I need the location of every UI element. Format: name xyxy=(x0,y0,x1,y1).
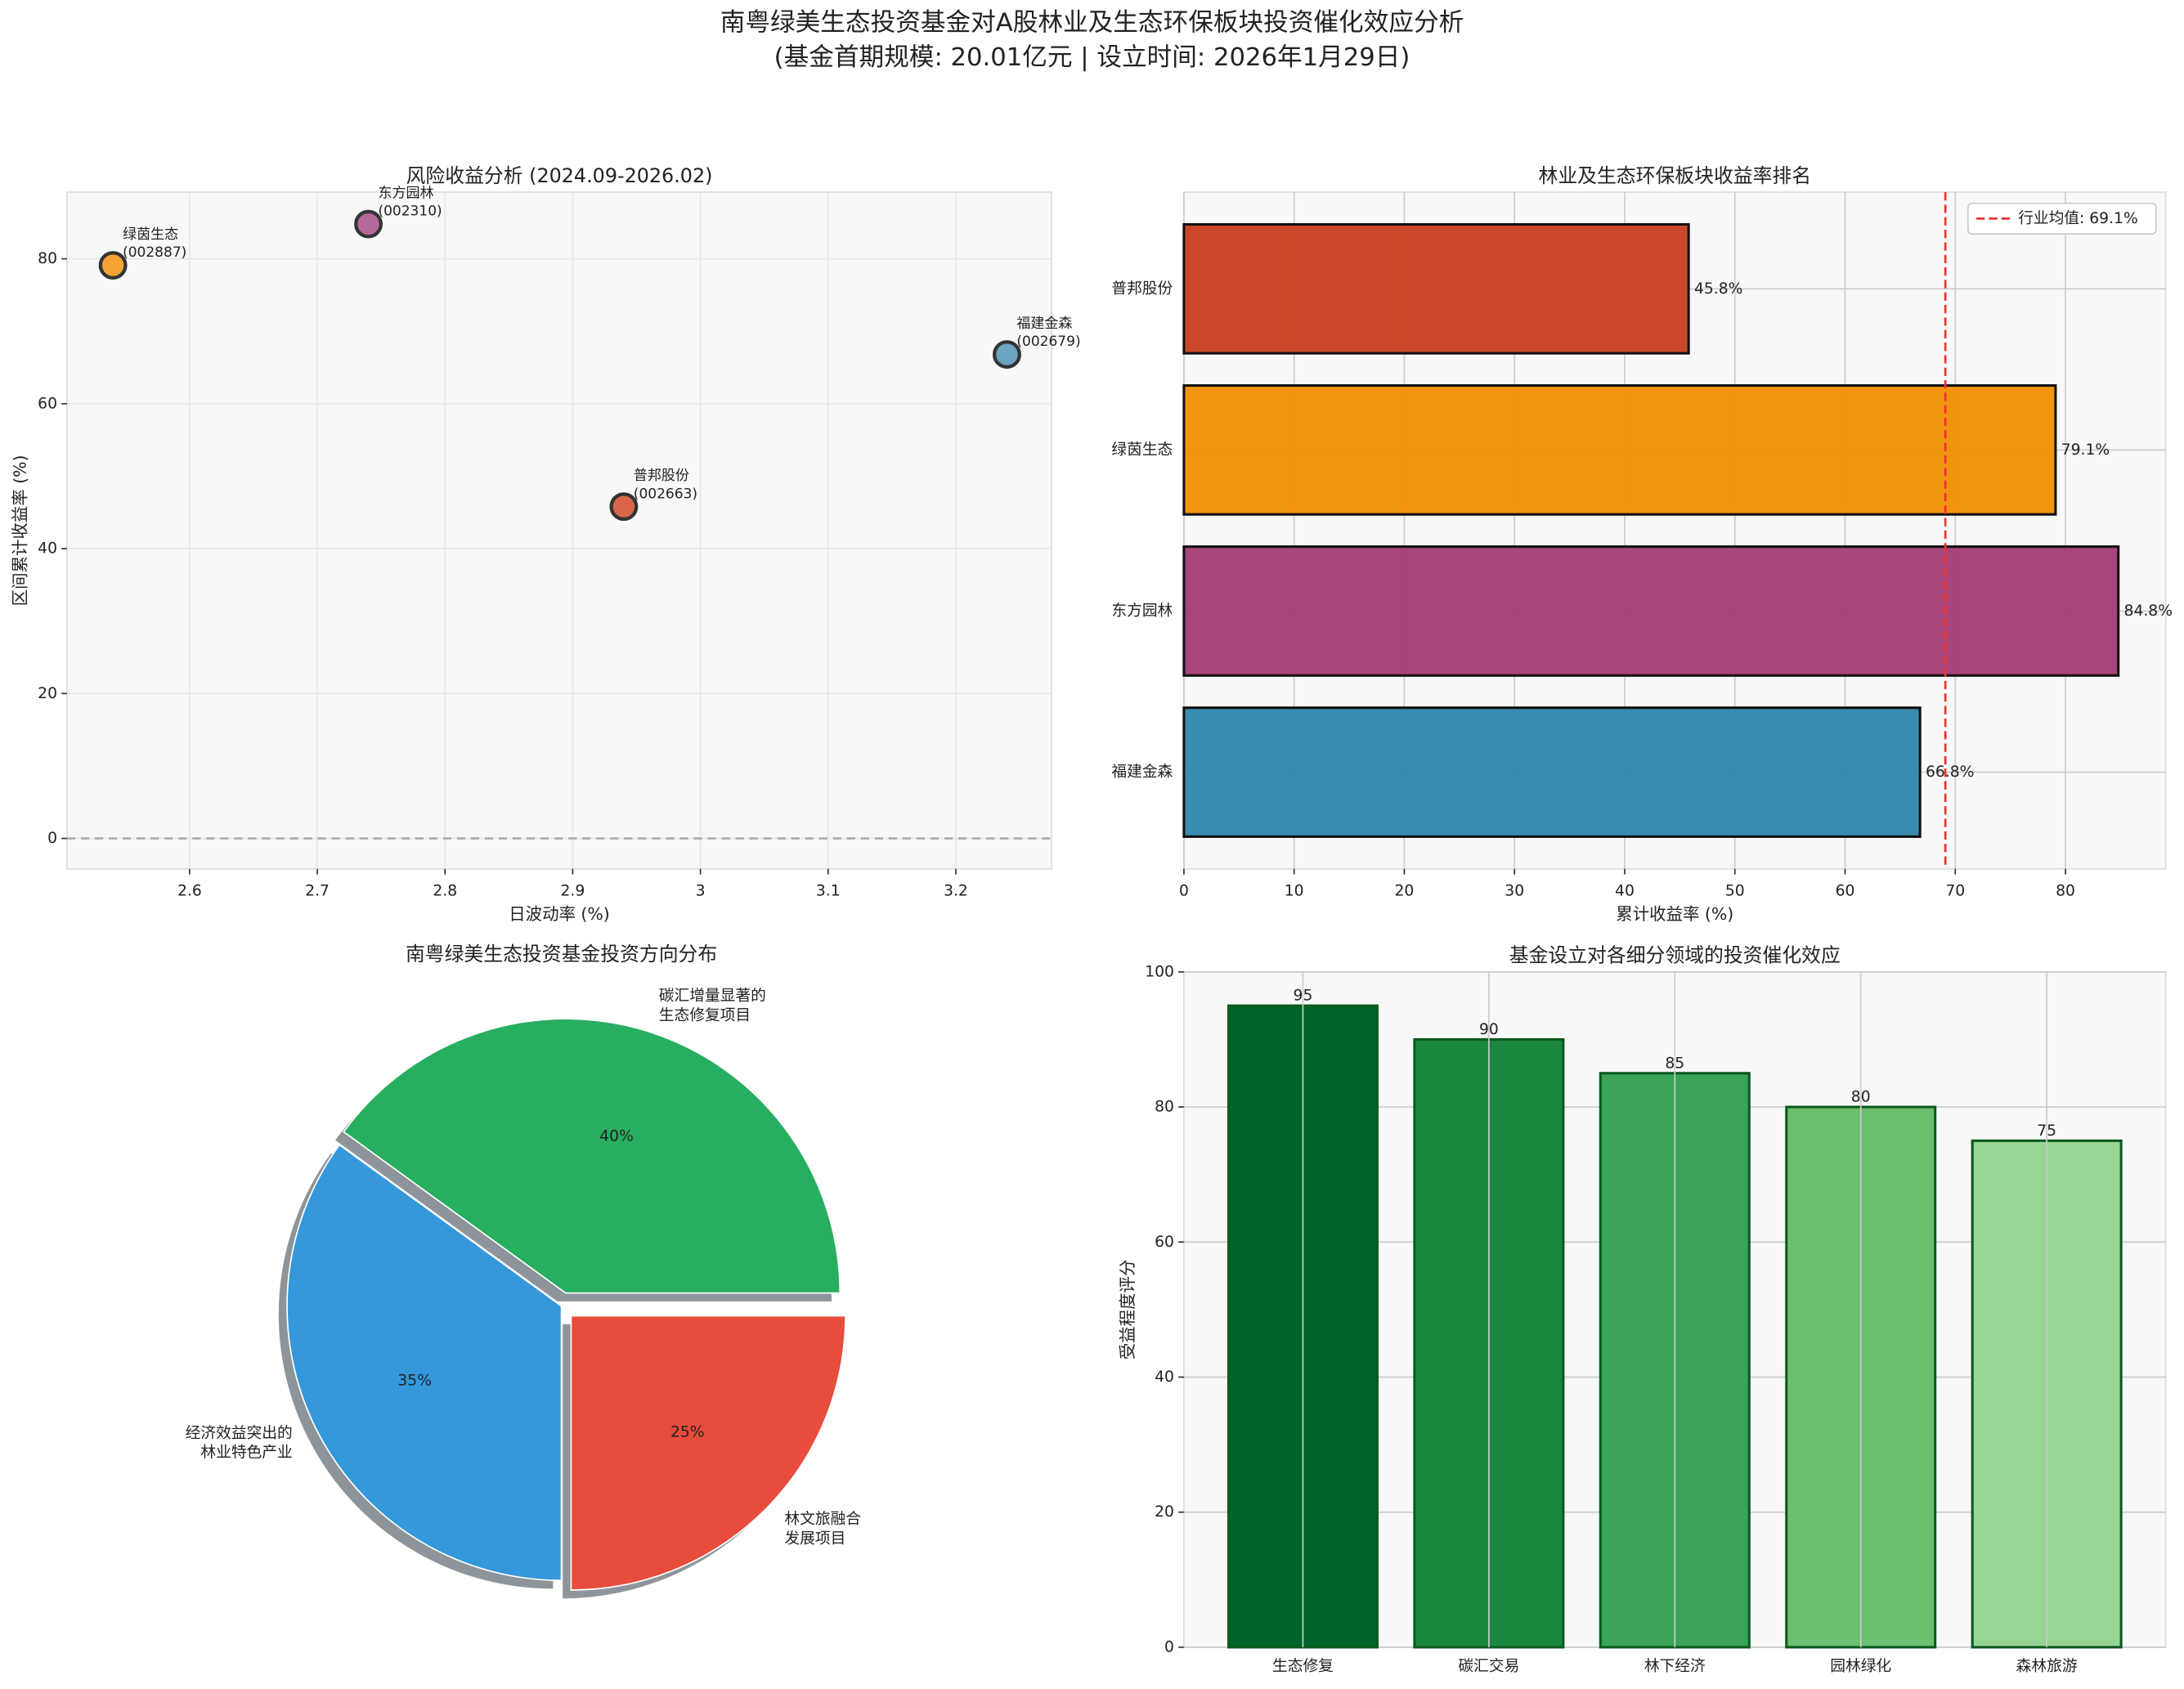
point-name: 绿茵生态 xyxy=(123,226,178,243)
y-tick-label: 东方园林 xyxy=(1111,603,1173,620)
point xyxy=(992,340,1021,370)
y-tick-label: 福建金森 xyxy=(1111,764,1173,781)
legend-box xyxy=(1966,202,2157,235)
x-tick-label: 2.8 xyxy=(433,883,457,900)
plot-area xyxy=(66,191,1052,870)
y-axis-label: 受益程度评分 xyxy=(1118,1260,1137,1360)
x-tick-label: 2.7 xyxy=(305,883,330,900)
y-tick-label: 0 xyxy=(1164,1638,1174,1655)
point-code: (002663) xyxy=(634,486,697,502)
y-axis-label: 区间累计收益率 (%) xyxy=(11,455,30,607)
bar xyxy=(1182,384,2057,516)
chart-title: 风险收益分析 (2024.09-2026.02) xyxy=(406,164,713,187)
value-label: 95 xyxy=(1294,988,1313,1005)
value-label: 45.8% xyxy=(1694,280,1742,298)
slice-label: 生态修复项目 xyxy=(659,1007,751,1024)
x-tick-label: 碳汇交易 xyxy=(1458,1658,1519,1675)
value-label: 79.1% xyxy=(2061,441,2110,459)
y-tick-label: 0 xyxy=(47,830,57,847)
value-label: 84.8% xyxy=(2124,603,2173,620)
x-tick-label: 生态修复 xyxy=(1272,1658,1334,1675)
x-tick-label: 70 xyxy=(1945,883,1965,900)
point-name: 普邦股份 xyxy=(634,468,689,484)
slice-label: 林业特色产业 xyxy=(200,1445,292,1462)
x-tick-label: 0 xyxy=(1179,883,1189,900)
y-tick-label: 40 xyxy=(1155,1369,1174,1386)
x-tick-label: 3.2 xyxy=(944,883,968,900)
x-tick-label: 30 xyxy=(1505,883,1524,900)
x-tick-label: 40 xyxy=(1615,883,1635,900)
slice-label: 碳汇增量显著的 xyxy=(659,988,766,1005)
x-tick-label: 林下经济 xyxy=(1644,1658,1706,1675)
point-code: (002310) xyxy=(378,204,442,220)
y-tick-label: 80 xyxy=(1155,1099,1174,1116)
x-axis-label: 日波动率 (%) xyxy=(509,904,610,924)
x-tick-label: 80 xyxy=(2056,883,2075,900)
value-label: 80 xyxy=(1851,1089,1871,1106)
chart-title: 南粤绿美生态投资基金投资方向分布 xyxy=(406,943,717,965)
bar xyxy=(1182,545,2120,677)
point-name: 东方园林 xyxy=(378,186,433,202)
bar xyxy=(1182,222,1690,355)
point-code: (002679) xyxy=(1016,334,1080,350)
x-tick-label: 3 xyxy=(696,883,706,900)
bar xyxy=(1182,706,1922,838)
y-tick-label: 100 xyxy=(1145,963,1174,980)
x-tick-label: 2.9 xyxy=(561,883,585,900)
x-axis-label: 累计收益率 (%) xyxy=(1616,904,1733,924)
value-label: 85 xyxy=(1665,1055,1684,1072)
value-label: 75 xyxy=(2037,1122,2056,1140)
x-tick-label: 园林绿化 xyxy=(1830,1658,1891,1675)
figure-title: 南粤绿美生态投资基金对A股林业及生态环保板块投资催化效应分析 xyxy=(720,8,1464,37)
point xyxy=(609,492,639,522)
x-tick-label: 2.6 xyxy=(177,883,202,900)
y-tick-label: 60 xyxy=(1155,1234,1174,1251)
y-tick-label: 40 xyxy=(38,540,57,558)
percent-label: 35% xyxy=(397,1373,432,1390)
y-tick-label: 80 xyxy=(38,250,57,267)
percent-label: 25% xyxy=(670,1423,705,1440)
x-tick-label: 森林旅游 xyxy=(2016,1658,2078,1675)
slice xyxy=(286,1144,563,1582)
point xyxy=(98,251,128,280)
point-name: 福建金森 xyxy=(1016,316,1072,332)
x-tick-label: 20 xyxy=(1395,883,1415,900)
percent-label: 40% xyxy=(599,1128,634,1145)
x-tick-label: 50 xyxy=(1725,883,1745,900)
slice-label: 林文旅融合 xyxy=(784,1511,861,1528)
x-tick-label: 60 xyxy=(1836,883,1855,900)
y-tick-label: 20 xyxy=(1155,1503,1174,1521)
point xyxy=(354,209,383,239)
y-tick-label: 60 xyxy=(38,395,57,412)
slice-label: 经济效益突出的 xyxy=(186,1425,293,1442)
point-code: (002887) xyxy=(123,244,186,261)
x-tick-label: 3.1 xyxy=(816,883,841,900)
value-label: 90 xyxy=(1479,1021,1499,1038)
slice xyxy=(343,1018,841,1294)
y-tick-label: 普邦股份 xyxy=(1111,280,1173,298)
figure-subtitle: (基金首期规模: 20.01亿元 | 设立时间: 2026年1月29日) xyxy=(774,43,1410,72)
y-tick-label: 绿茵生态 xyxy=(1111,441,1173,459)
legend-label: 行业均值: 69.1% xyxy=(2018,210,2138,227)
slice-label: 发展项目 xyxy=(784,1530,845,1548)
chart-title: 基金设立对各细分领域的投资催化效应 xyxy=(1509,944,1841,967)
y-tick-label: 20 xyxy=(38,685,57,702)
value-label: 66.8% xyxy=(1926,764,1974,781)
slice xyxy=(570,1315,846,1591)
x-tick-label: 10 xyxy=(1285,883,1304,900)
chart-title: 林业及生态环保板块收益率排名 xyxy=(1538,164,1811,187)
